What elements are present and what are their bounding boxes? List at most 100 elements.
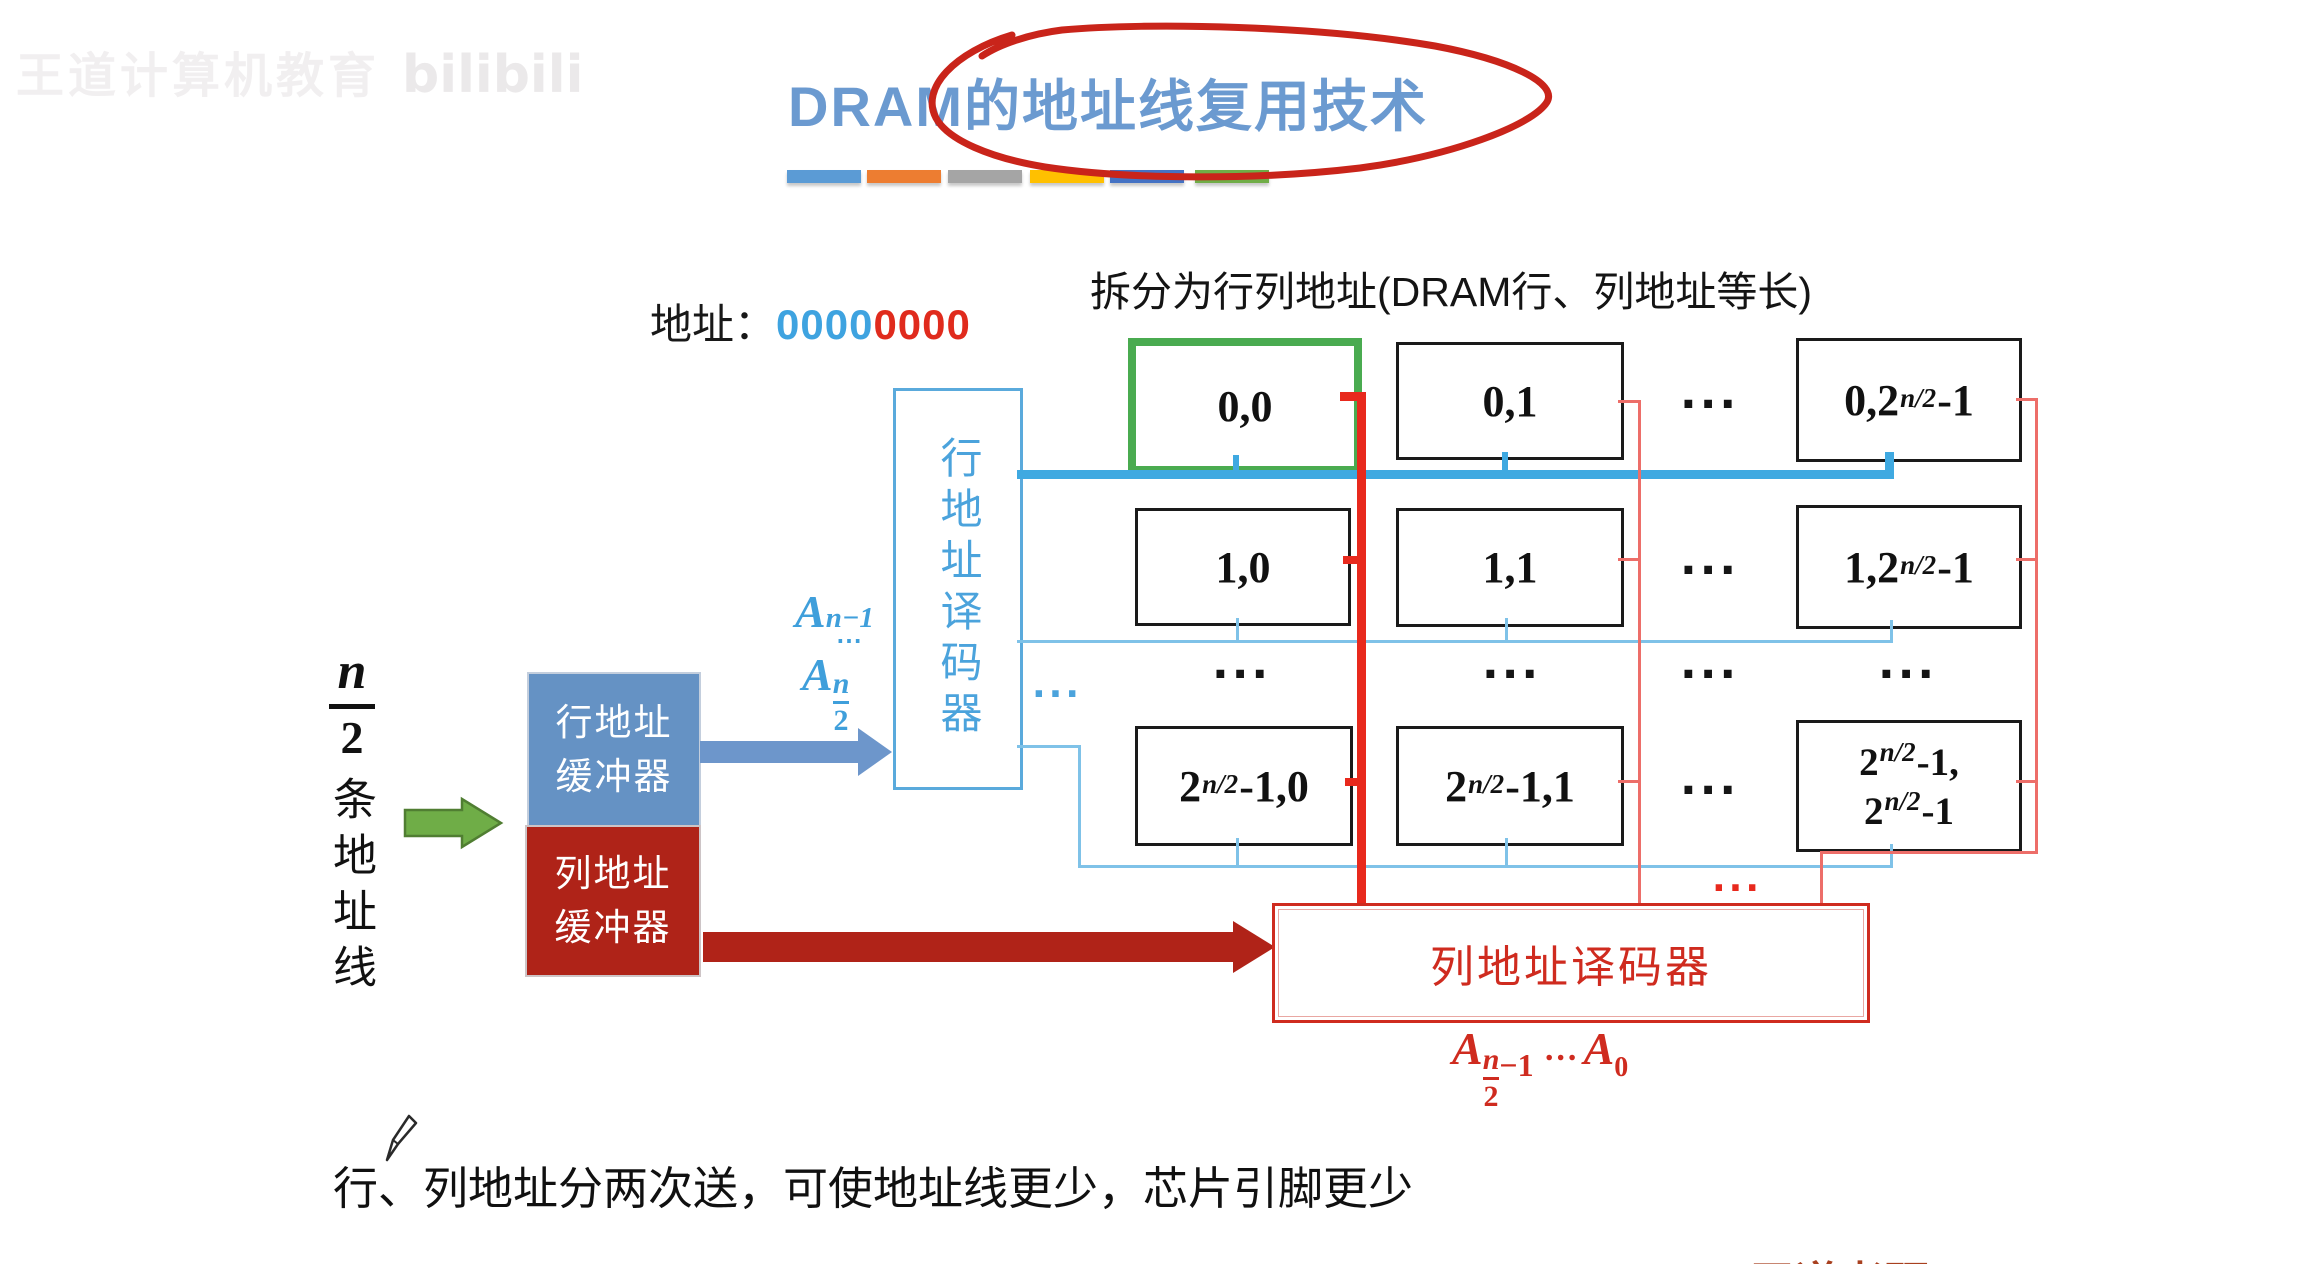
row-bits-ellipsis: ⋯: [836, 625, 864, 655]
ellipsis-mid: ...: [1680, 638, 1740, 689]
pen-cursor-icon: [385, 1114, 418, 1162]
blue-arrow-head: [858, 728, 892, 776]
title-underline-bar-2: [867, 170, 941, 183]
cell-label: -1: [1937, 375, 1974, 425]
ellipsis-row2: ...: [1680, 754, 1740, 805]
wordline-2-stub-c2: [1890, 844, 1893, 867]
col-address-buffer: 列地址 缓冲器: [525, 825, 701, 977]
bitline-1-stub-r0: [1618, 400, 1640, 403]
cell-label: -1,0: [1239, 761, 1309, 811]
watermark-top-left: 王道计算机教育 bilibili: [16, 36, 583, 106]
watermark-bottom-right: 王道考研|CSKAOYAN.COM: [1750, 1247, 2308, 1264]
cell-label: 1,2: [1844, 542, 1900, 592]
cell-exponent: n/2: [1468, 768, 1505, 799]
cell-label: 2: [1859, 741, 1879, 785]
ellipsis-row0: ...: [1680, 368, 1740, 419]
cell-label: -1: [1921, 790, 1955, 833]
dark-red-arrow-shaft: [703, 932, 1233, 962]
wordline-2-stub-c0: [1236, 838, 1239, 867]
cell-label: 0,1: [1482, 376, 1538, 426]
frac-bar: [832, 700, 850, 704]
wordline-2: [1078, 865, 1893, 868]
title-underline-bar-3: [948, 170, 1022, 183]
bitline-0: [1357, 392, 1366, 905]
bitline-2-stub-r2: [2016, 780, 2038, 783]
title-underline-bar-6: [1195, 170, 1269, 183]
bitline-2: [2035, 398, 2038, 854]
col-bit-var: A: [1452, 1023, 1483, 1074]
col-buffer-line2: 缓冲器: [554, 907, 672, 948]
row-bit-sub: n−1: [825, 602, 874, 634]
bilibili-logo-text: bilibili: [402, 45, 584, 105]
cell-label: -1,1: [1505, 761, 1575, 811]
cell-1-last: 1,2 n/2 -1: [1796, 505, 2022, 629]
row-bit-var2: A: [802, 649, 833, 700]
address-prefix: 地址：: [650, 301, 777, 348]
cell-1-0: 1,0: [1135, 508, 1351, 626]
fraction-denominator: 2: [340, 712, 364, 763]
brand-watermark-text: 王道计算机教育: [16, 50, 381, 103]
col-bit-sub0: 0: [1614, 1052, 1629, 1083]
cell-0-1: 0,1: [1396, 342, 1624, 460]
wordline-2-exit: [1017, 745, 1081, 748]
ellipsis-wordlines: ...: [1032, 665, 1083, 706]
bitline-2-stub-r1: [2016, 558, 2038, 561]
cell-0-0-selected: 0,0: [1128, 338, 1362, 474]
wordline-0: [1017, 470, 1894, 479]
wordline-1-stub-c2: [1890, 620, 1893, 642]
cell-last-0: 2 n/2 -1,0: [1135, 726, 1353, 846]
wordline-1-stub-c1: [1505, 618, 1508, 642]
cell-0-last: 0,2 n/2 -1: [1796, 338, 2022, 462]
col-decoder-label: 列地址译码器: [1430, 943, 1712, 992]
n-over-2-fraction: n 2: [320, 646, 384, 761]
wordline-1-stub-c0: [1236, 618, 1239, 642]
address-row-bits: 0000: [776, 301, 874, 348]
bitline-2-stub-r0: [2016, 398, 2038, 401]
wordline-2-drop: [1078, 745, 1081, 868]
fraction-numerator: n: [337, 643, 367, 700]
bitline-1-stub-r2: [1618, 780, 1640, 783]
dark-red-arrow-head: [1233, 921, 1275, 973]
address-bits-label: 地址：00000000: [650, 291, 971, 352]
bitline-0-stub-r1: [1343, 556, 1359, 564]
frac-den: 2: [1483, 1079, 1499, 1113]
row-buffer-line1: 行地址: [555, 701, 673, 743]
ellipsis-col0: ...: [1212, 638, 1272, 689]
bitline-2-elbow-v: [1820, 851, 1823, 905]
title-underline-bar-4: [1030, 170, 1104, 183]
cell-line2: 2n/2-1: [1864, 786, 1954, 835]
title-underline-bar-5: [1110, 170, 1184, 183]
cell-exponent: n/2: [1879, 737, 1916, 768]
cell-line1: 2n/2-1,: [1859, 737, 1959, 786]
col-bit-var2: A: [1583, 1023, 1615, 1074]
cell-last-1: 2 n/2 -1,1: [1396, 726, 1624, 846]
col-bit-minus: −1: [1499, 1047, 1534, 1083]
bitline-0-stub-r2: [1345, 778, 1359, 786]
cell-exponent: n/2: [1900, 549, 1937, 580]
address-lines-vertical-label: 条地址线: [326, 776, 375, 1000]
bitline-2-elbow-h: [1820, 851, 2038, 854]
cell-exponent: n/2: [1884, 786, 1921, 816]
wordline-0-elbow: [1885, 452, 1894, 477]
cell-last-last: 2n/2-1, 2n/2-1: [1796, 720, 2022, 852]
page-title: DRAM的地址线复用技术: [788, 75, 1428, 138]
cell-label: -1: [1937, 542, 1974, 592]
wordline-0-stub-c0: [1233, 455, 1239, 472]
ellipsis-col1: ...: [1482, 638, 1542, 689]
cell-exponent: n/2: [1900, 382, 1937, 413]
bitline-1-stub-r1: [1618, 558, 1640, 561]
cell-label: 0,0: [1217, 381, 1273, 431]
cell-label: 2: [1179, 761, 1202, 811]
title-underline-bar-1: [787, 170, 861, 183]
cell-label: -1,: [1916, 741, 1959, 785]
bitline-0-stub-r0: [1340, 392, 1366, 401]
cell-label: 0,2: [1844, 375, 1900, 425]
col-address-decoder: 列地址译码器: [1272, 903, 1870, 1023]
frac-num: n: [832, 666, 850, 700]
green-arrow: [403, 796, 504, 850]
col-buffer-line1: 列地址: [554, 853, 672, 895]
